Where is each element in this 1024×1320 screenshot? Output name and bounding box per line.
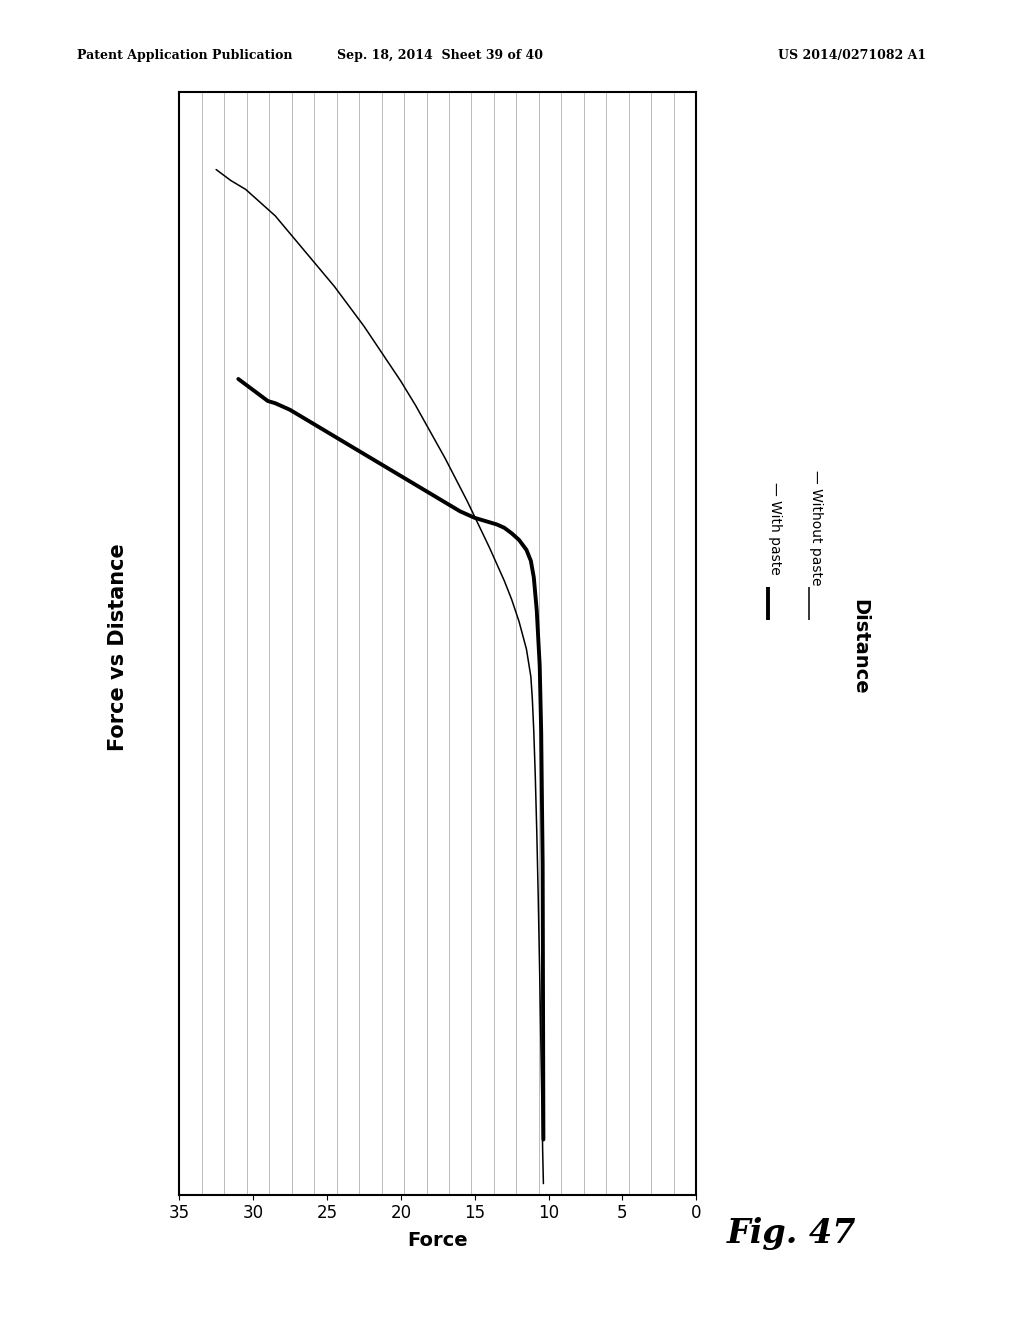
Text: Sep. 18, 2014  Sheet 39 of 40: Sep. 18, 2014 Sheet 39 of 40: [337, 49, 544, 62]
Text: — Without paste: — Without paste: [809, 470, 823, 586]
Text: Fig. 47: Fig. 47: [727, 1217, 856, 1250]
Text: Patent Application Publication: Patent Application Publication: [77, 49, 292, 62]
Text: US 2014/0271082 A1: US 2014/0271082 A1: [778, 49, 927, 62]
Text: Force vs Distance: Force vs Distance: [108, 543, 128, 751]
Text: — With paste: — With paste: [768, 482, 782, 574]
Text: Distance: Distance: [851, 599, 869, 694]
X-axis label: Force: Force: [408, 1230, 468, 1250]
